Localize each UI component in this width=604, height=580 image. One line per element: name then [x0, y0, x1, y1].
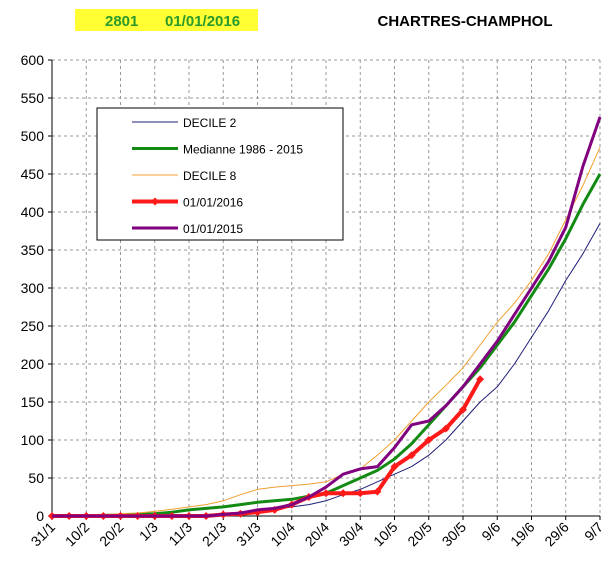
x-tick-label: 31/3: [233, 519, 264, 550]
series-marker: [441, 424, 450, 433]
y-tick-label: 50: [28, 470, 44, 486]
legend-marker: [151, 197, 159, 206]
x-tick-label: 31/1: [28, 519, 59, 550]
x-tick-label: 10/2: [62, 519, 93, 550]
x-tick-label: 11/3: [165, 519, 195, 549]
header-code: 2801: [105, 13, 138, 30]
x-tick-label: 21/3: [199, 519, 230, 550]
series-marker: [322, 489, 330, 498]
legend-box: [96, 107, 344, 241]
y-tick-label: 500: [21, 128, 45, 144]
y-tick-label: 300: [21, 280, 45, 296]
series-marker: [356, 489, 365, 498]
series-marker: [339, 489, 348, 498]
y-tick-label: 450: [21, 166, 45, 182]
series-marker: [459, 405, 467, 414]
x-tick-label: 9/6: [478, 519, 503, 544]
series-marker: [390, 462, 399, 471]
series-line: [52, 116, 602, 518]
header-date: 01/01/2016: [165, 13, 240, 30]
y-tick-label: 350: [21, 242, 45, 258]
series-line: [51, 147, 601, 517]
y-tick-label: 400: [21, 204, 45, 220]
y-tick-label: 100: [21, 432, 45, 448]
y-tick-label: 0: [36, 508, 44, 524]
x-tick-label: 19/6: [507, 519, 538, 550]
x-tick-label: 10/4: [267, 519, 298, 550]
x-tick-label: 1/3: [136, 519, 161, 544]
series-marker: [424, 436, 433, 444]
x-tick-label: 10/5: [370, 519, 401, 550]
legend-label: DECILE 2: [183, 116, 237, 130]
y-tick-label: 600: [21, 52, 45, 68]
legend-label: DECILE 8: [183, 169, 237, 183]
series-marker: [407, 451, 416, 460]
x-tick-label: 29/6: [541, 519, 572, 550]
x-tick-label: 30/4: [336, 519, 367, 550]
y-tick-label: 250: [21, 318, 45, 334]
x-tick-label: 20/5: [404, 519, 435, 550]
legend-label: Medianne 1986 - 2015: [183, 143, 303, 157]
y-tick-label: 550: [21, 90, 45, 106]
chart-title: CHARTRES-CHAMPHOL: [378, 13, 553, 30]
x-tick-label: 20/4: [302, 519, 333, 550]
header-box: [75, 9, 258, 31]
y-tick-label: 150: [21, 394, 45, 410]
x-tick-label: 30/5: [439, 519, 470, 550]
legend-label: 01/01/2015: [183, 222, 243, 236]
x-tick-label: 9/7: [581, 519, 604, 544]
y-tick-label: 200: [21, 356, 45, 372]
series-marker: [373, 487, 382, 496]
x-tick-label: 20/2: [96, 519, 127, 550]
series-marker: [476, 375, 485, 384]
legend-label: 01/01/2016: [183, 196, 243, 210]
